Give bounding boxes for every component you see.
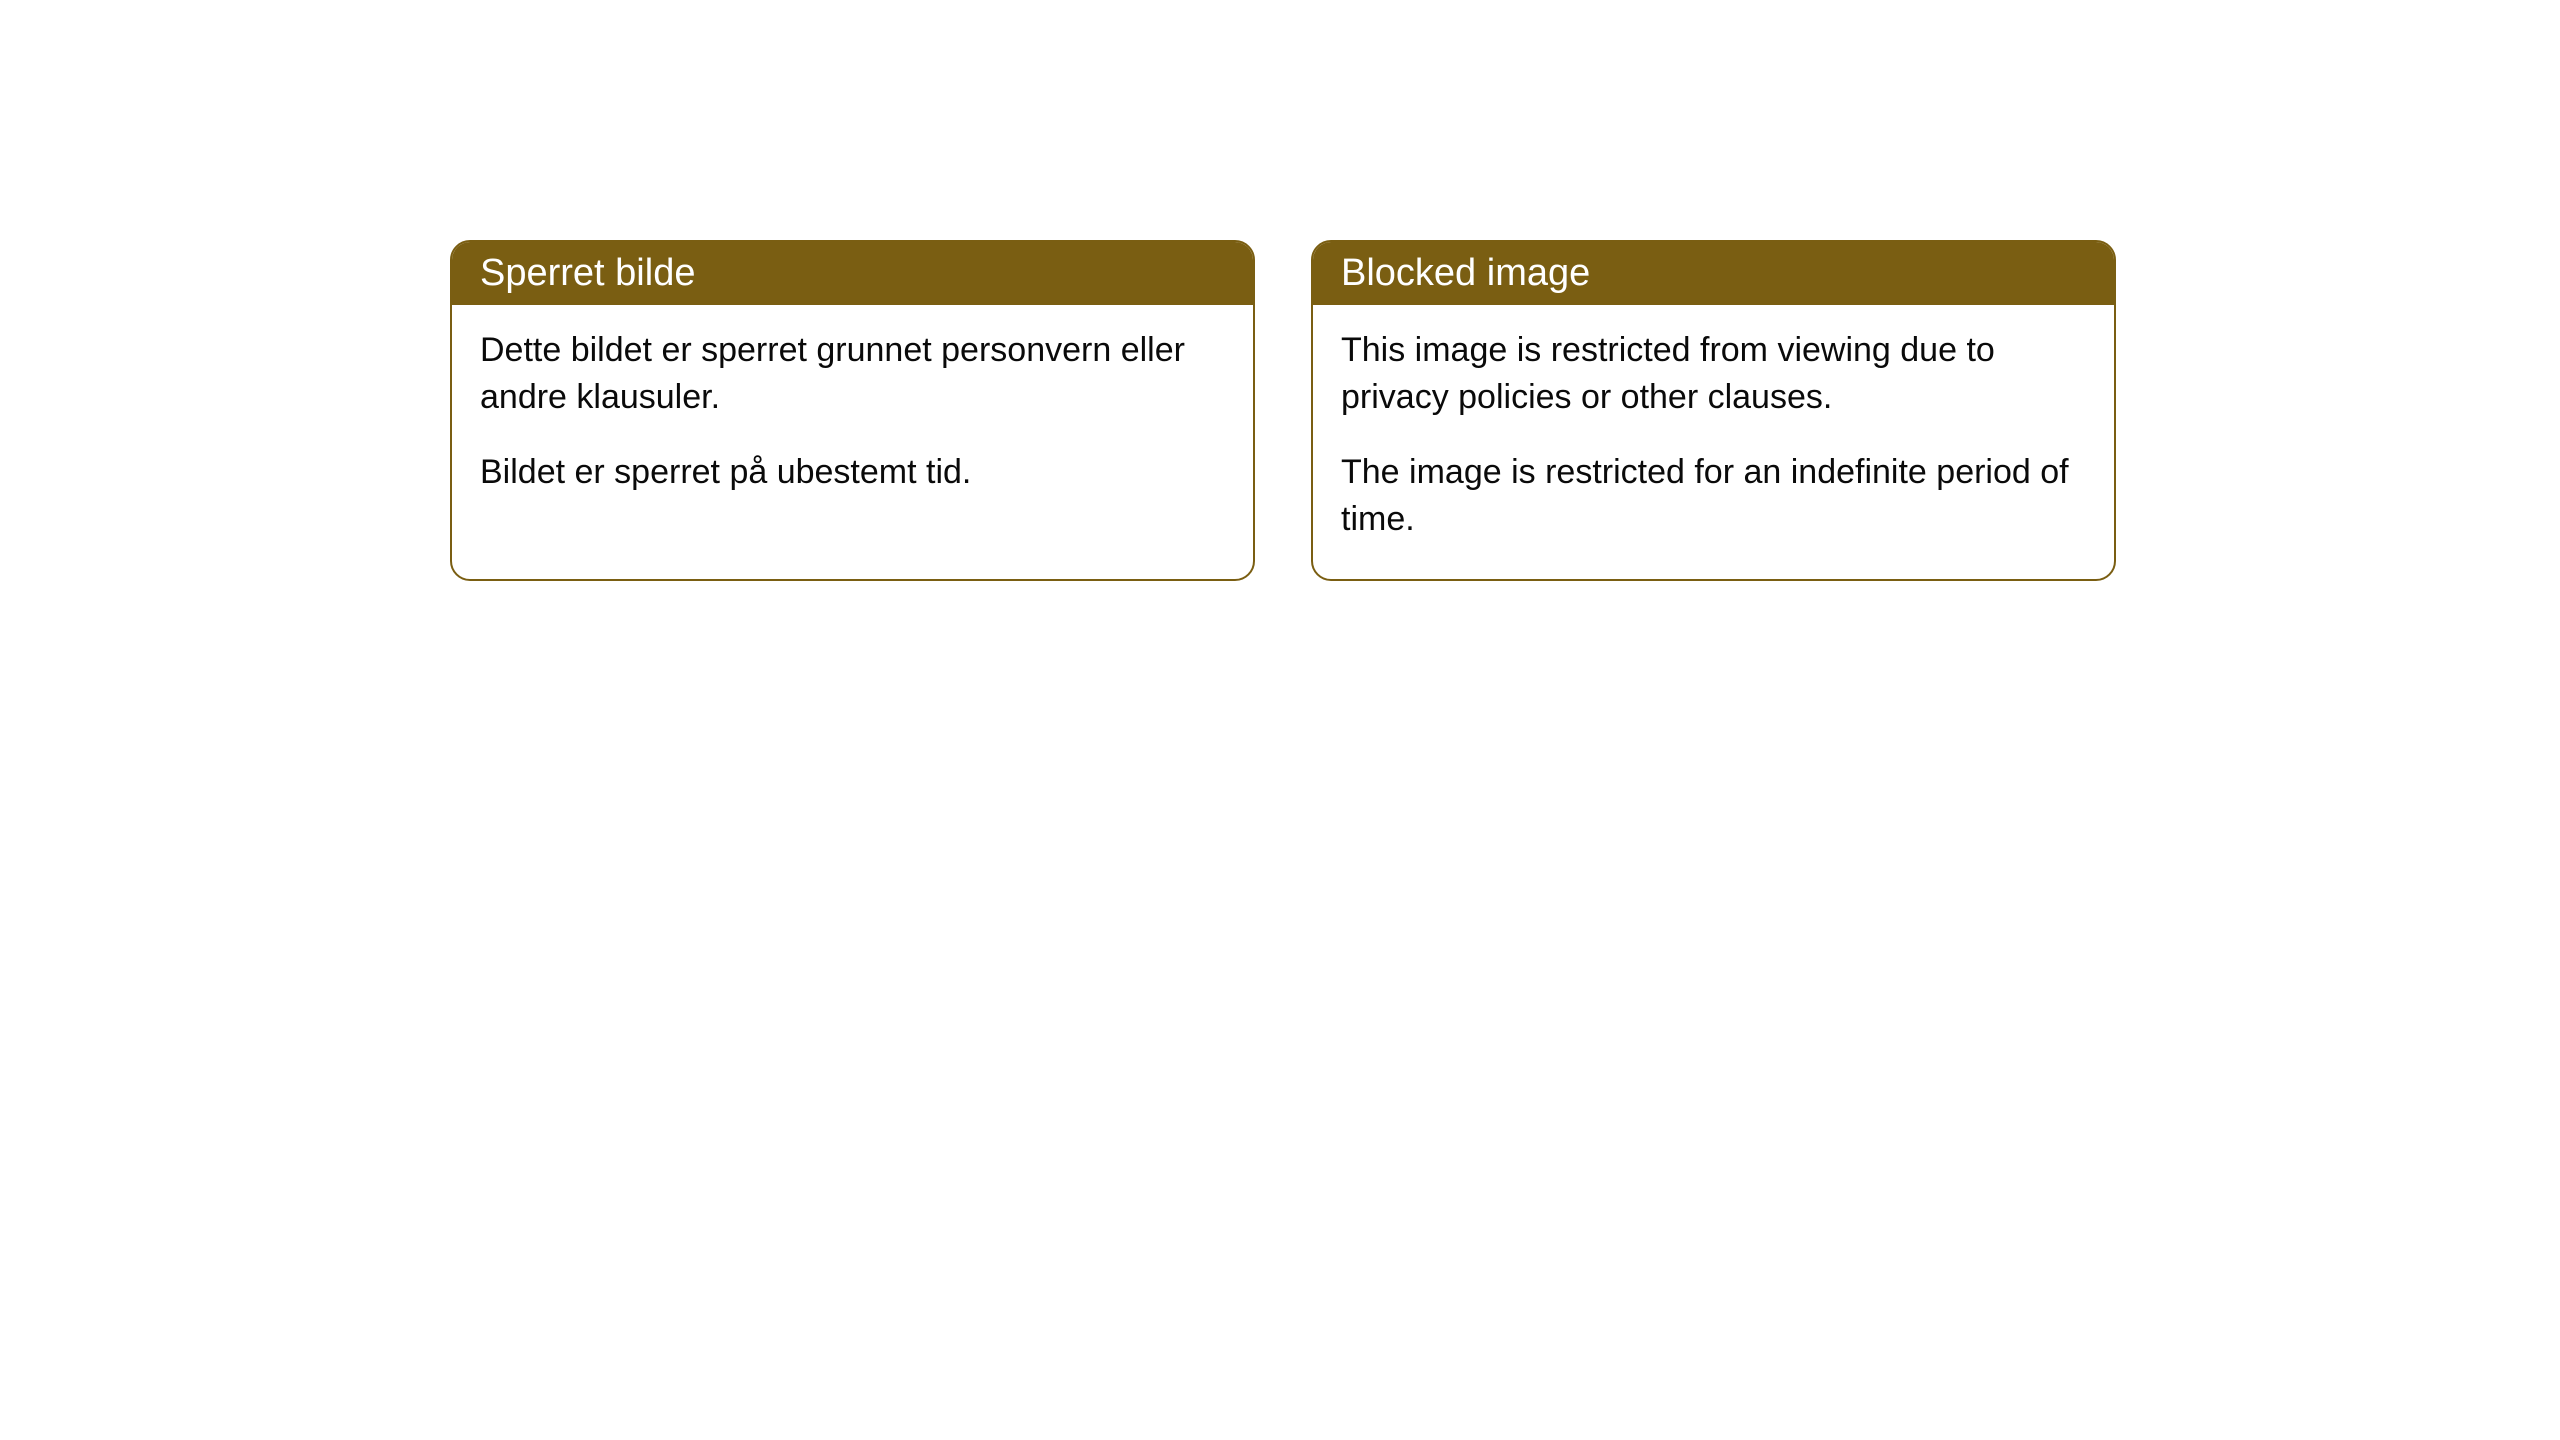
card-header-english: Blocked image (1313, 242, 2114, 305)
notice-card-norwegian: Sperret bilde Dette bildet er sperret gr… (450, 240, 1255, 581)
card-body-norwegian: Dette bildet er sperret grunnet personve… (452, 305, 1253, 532)
card-text-line1: Dette bildet er sperret grunnet personve… (480, 327, 1225, 421)
card-text-line2: Bildet er sperret på ubestemt tid. (480, 449, 1225, 496)
card-title: Blocked image (1341, 252, 1590, 294)
notice-card-english: Blocked image This image is restricted f… (1311, 240, 2116, 581)
card-header-norwegian: Sperret bilde (452, 242, 1253, 305)
card-text-line2: The image is restricted for an indefinit… (1341, 449, 2086, 543)
notice-cards-container: Sperret bilde Dette bildet er sperret gr… (450, 240, 2116, 581)
card-title: Sperret bilde (480, 252, 695, 294)
card-text-line1: This image is restricted from viewing du… (1341, 327, 2086, 421)
card-body-english: This image is restricted from viewing du… (1313, 305, 2114, 579)
